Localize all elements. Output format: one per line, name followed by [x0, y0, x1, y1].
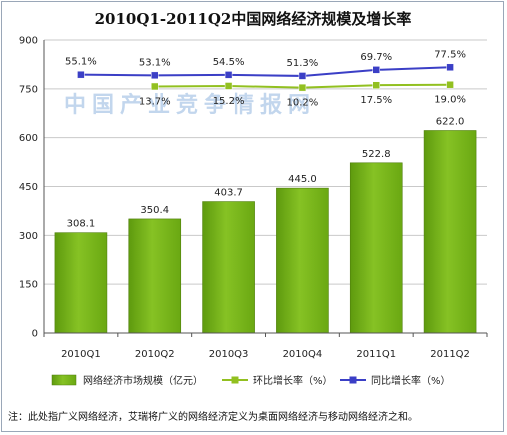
bar-value-label: 622.0	[436, 117, 465, 128]
x-tick-label: 2010Q1	[61, 349, 101, 360]
bar	[423, 130, 477, 334]
bar	[349, 162, 403, 334]
bar	[54, 232, 108, 334]
legend-label: 环比增长率（%）	[253, 374, 333, 387]
x-tick-label: 2010Q4	[283, 349, 323, 360]
bar-value-label: 308.1	[67, 219, 96, 230]
bar-value-label: 403.7	[214, 188, 243, 199]
legend-label: 同比增长率（%）	[371, 374, 451, 387]
line-marker	[77, 70, 85, 79]
line-marker	[372, 66, 380, 74]
line-value-label: 51.3%	[287, 58, 319, 69]
line-marker	[224, 71, 233, 79]
line-marker	[151, 71, 159, 80]
y-tick-label: 450	[19, 182, 38, 193]
legend-label: 网络经济市场规模（亿元）	[83, 374, 203, 387]
line-marker	[446, 80, 454, 89]
line-value-label: 69.7%	[360, 52, 392, 63]
line-value-label: 17.5%	[360, 95, 392, 106]
y-tick-label: 900	[19, 36, 38, 47]
chart-title: 2010Q1-2011Q2中国网络经济规模及增长率	[95, 10, 412, 28]
line-value-label: 10.2%	[287, 98, 319, 109]
legend-marker	[231, 376, 239, 384]
line-marker	[224, 82, 233, 90]
bar-value-label: 522.8	[362, 149, 391, 160]
bar-value-label: 350.4	[140, 205, 169, 216]
bar	[202, 201, 255, 334]
legend-swatch	[51, 374, 77, 386]
line-value-label: 55.1%	[65, 57, 97, 68]
x-tick-label: 2010Q2	[135, 349, 175, 360]
line-marker	[151, 82, 159, 91]
line-value-label: 13.7%	[139, 96, 171, 107]
y-tick-label: 300	[19, 231, 38, 242]
line-value-label: 19.0%	[434, 95, 466, 106]
y-tick-label: 150	[19, 280, 38, 291]
y-tick-label: 750	[19, 84, 38, 95]
line-series	[80, 66, 451, 77]
bar	[128, 218, 182, 334]
line-marker	[298, 72, 307, 80]
line-value-label: 53.1%	[139, 57, 171, 68]
x-tick-label: 2011Q1	[356, 349, 396, 360]
footnote: 注：此处指广义网络经济，艾瑞将广义的网络经济定义为桌面网络经济与移动网络经济之和…	[8, 412, 418, 423]
line-value-label: 15.2%	[213, 96, 245, 107]
x-tick-label: 2010Q3	[209, 349, 249, 360]
line-value-label: 54.5%	[213, 57, 245, 68]
line-marker	[298, 83, 307, 92]
y-tick-label: 600	[19, 133, 38, 144]
line-value-label: 77.5%	[434, 49, 466, 60]
line-marker	[446, 63, 454, 72]
y-tick-label: 0	[32, 329, 38, 340]
bar-value-label: 445.0	[288, 174, 317, 185]
bar	[276, 187, 329, 334]
x-tick-label: 2011Q2	[430, 349, 470, 360]
watermark-text: 中国产业竞争情报网	[64, 92, 316, 118]
line-marker	[372, 81, 380, 89]
legend-marker	[349, 376, 357, 384]
